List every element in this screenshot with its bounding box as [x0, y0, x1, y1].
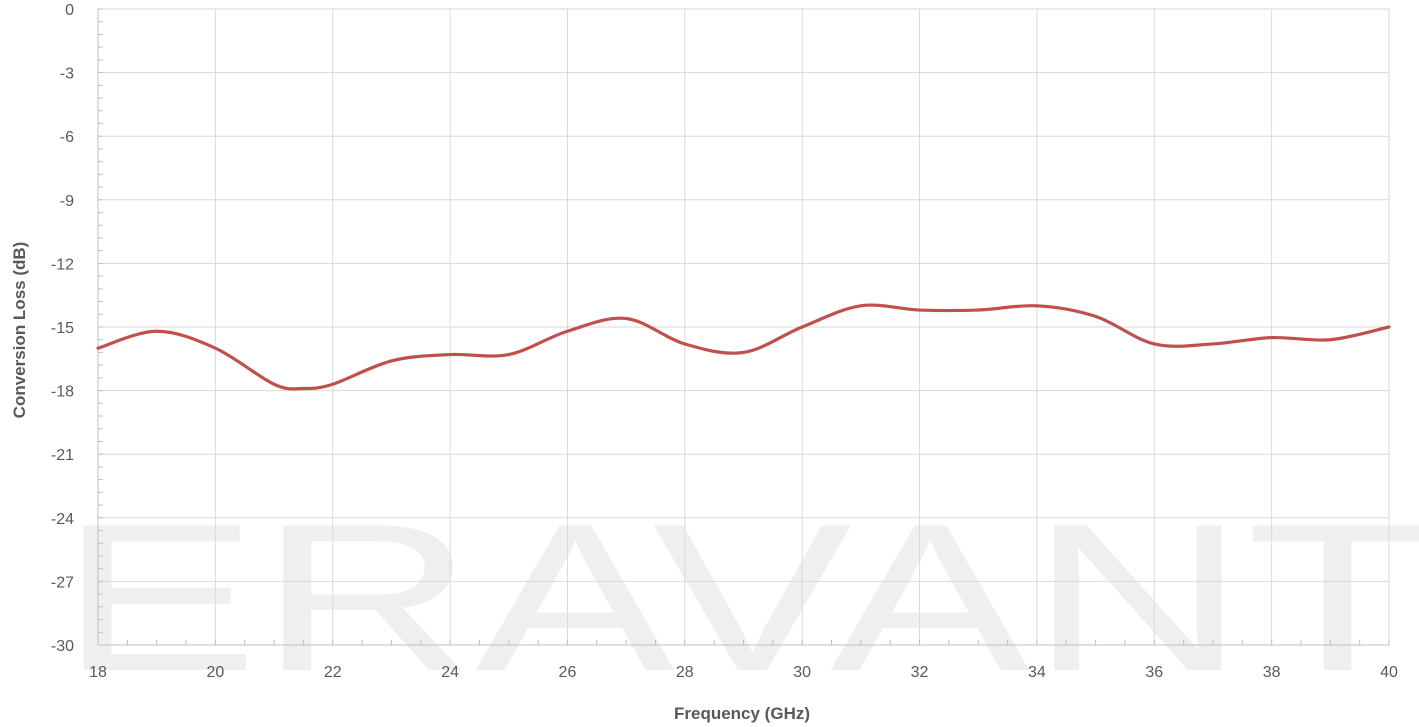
y-tick-label: -12 [51, 256, 74, 273]
x-tick-label: 20 [206, 664, 224, 681]
x-tick-label: 18 [89, 664, 107, 681]
x-tick-label: 32 [911, 664, 929, 681]
x-axis-title: Frequency (GHz) [674, 704, 810, 723]
x-tick-labels: 18 20 22 24 26 28 30 32 34 36 38 40 [89, 664, 1398, 681]
y-tick-label: -24 [51, 511, 74, 528]
watermark-text: ERAVANT [59, 480, 1419, 715]
y-tick-label: -3 [60, 66, 74, 83]
y-tick-label: -9 [60, 193, 74, 210]
y-tick-label: -15 [51, 320, 74, 337]
x-tick-label: 26 [559, 664, 577, 681]
y-tick-label: -30 [51, 638, 74, 655]
series-line [96, 303, 1391, 391]
y-tick-label: -6 [60, 129, 74, 146]
x-tick-label: 24 [441, 664, 459, 681]
x-tick-label: 34 [1028, 664, 1046, 681]
horizontal-gridlines [98, 8, 1389, 582]
y-tick-label: -27 [51, 574, 74, 591]
x-tick-label: 40 [1380, 664, 1398, 681]
minor-tick-marks [97, 8, 1390, 646]
y-tick-labels: 0 -3 -6 -9 -12 -15 -18 -21 -24 -27 -30 [51, 2, 74, 655]
x-tick-label: 22 [324, 664, 342, 681]
x-tick-label: 36 [1145, 664, 1163, 681]
y-axis-title: Conversion Loss (dB) [10, 242, 29, 419]
y-tick-label: 0 [65, 2, 74, 19]
x-tick-label: 30 [793, 664, 811, 681]
x-tick-label: 28 [676, 664, 694, 681]
y-tick-label: -21 [51, 447, 74, 464]
x-tick-label: 38 [1263, 664, 1281, 681]
y-tick-label: -18 [51, 384, 74, 401]
